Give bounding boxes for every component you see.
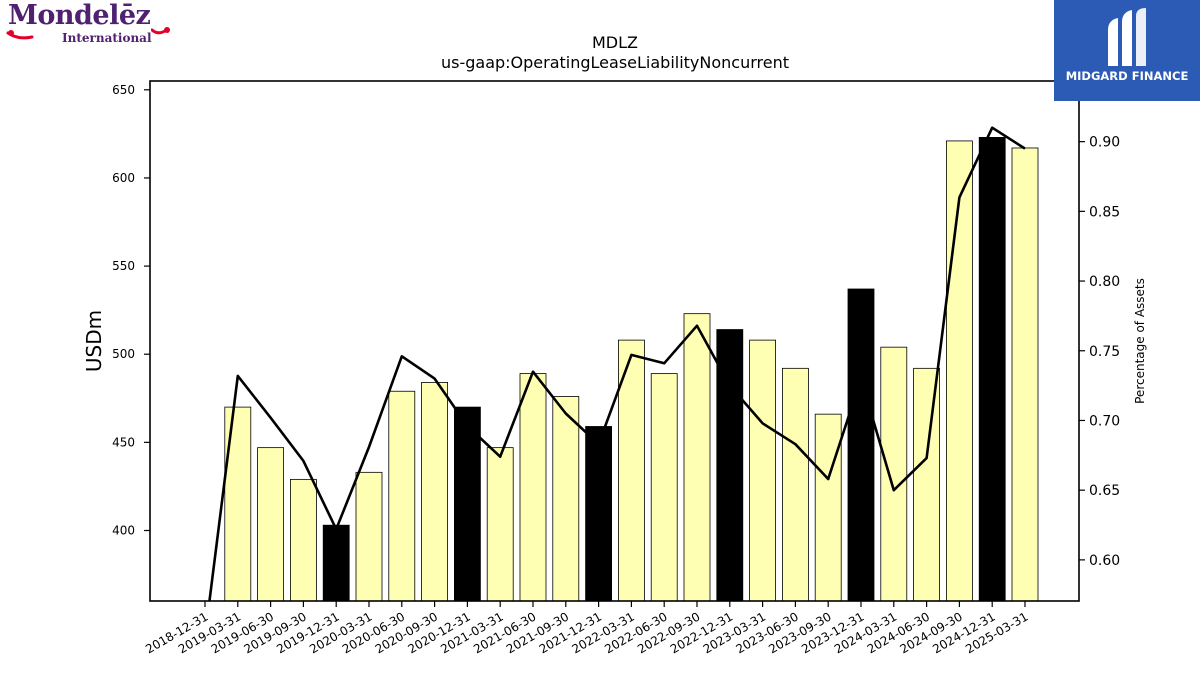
bar: [618, 339, 645, 602]
bar: [519, 373, 547, 602]
bar: [749, 339, 776, 602]
right-tick-label: 0.75: [1089, 344, 1120, 360]
bar: [486, 447, 514, 602]
bar: [716, 329, 744, 602]
bar: [585, 426, 612, 602]
left-tick-label: 600: [112, 171, 135, 185]
left-tick-label: 500: [112, 347, 135, 361]
left-axis: 400 450 500 550 600 650: [112, 83, 150, 537]
midgard-finance-logo: MIDGARD FINANCE: [1054, 0, 1200, 101]
right-tick-label: 0.90: [1089, 135, 1120, 151]
bar: [814, 413, 842, 602]
right-tick-label: 0.80: [1089, 274, 1120, 290]
bar-series: [224, 137, 1039, 602]
line-path: [208, 126, 1026, 601]
plot-frame: [149, 80, 1080, 602]
chart-subtitle: us-gaap:OperatingLeaseLiabilityNoncurren…: [441, 53, 789, 72]
logo-swoosh-right-icon: [151, 27, 170, 35]
bar: [683, 313, 711, 602]
bar: [289, 478, 317, 602]
bar: [453, 406, 481, 602]
right-tick-label: 0.85: [1089, 204, 1120, 220]
left-tick-label: 550: [112, 259, 135, 273]
bar: [782, 367, 809, 602]
y2-axis-label: Percentage of Assets: [1133, 278, 1147, 404]
bar: [388, 390, 416, 602]
bar: [847, 288, 875, 602]
right-tick-label: 0.70: [1089, 413, 1120, 429]
right-tick-label: 0.65: [1089, 483, 1120, 499]
logo-brand-text: Mondelēz: [8, 0, 151, 31]
bar: [1011, 147, 1039, 602]
bar: [322, 524, 350, 602]
bar: [552, 396, 580, 602]
bar: [913, 367, 940, 602]
bar: [650, 373, 678, 602]
line-series: [208, 126, 1026, 601]
logo-name-text: MIDGARD FINANCE: [1065, 69, 1189, 83]
right-tick-label: 0.60: [1089, 553, 1120, 569]
left-tick-label: 400: [112, 523, 135, 537]
chart-title: MDLZ: [592, 33, 638, 52]
bar: [355, 471, 383, 602]
bar: [224, 406, 252, 602]
bar: [421, 382, 449, 602]
y-axis-label: USDm: [82, 310, 106, 372]
mondelez-logo: Mondelēz International: [6, 0, 171, 48]
bar: [946, 140, 973, 602]
midgard-mark-icon: [1108, 8, 1146, 66]
x-axis: 2018-12-312019-03-312019-06-302019-09-30…: [143, 601, 1031, 656]
logo-swoosh-icon: [6, 30, 34, 40]
left-tick-label: 650: [112, 83, 135, 97]
right-axis: 0.60 0.65 0.70 0.75 0.80 0.85 0.90: [1079, 135, 1120, 569]
bar: [978, 137, 1006, 602]
left-tick-label: 450: [112, 435, 135, 449]
bar: [257, 447, 285, 602]
logo-sub-text: International: [62, 31, 152, 45]
bar: [880, 346, 908, 602]
